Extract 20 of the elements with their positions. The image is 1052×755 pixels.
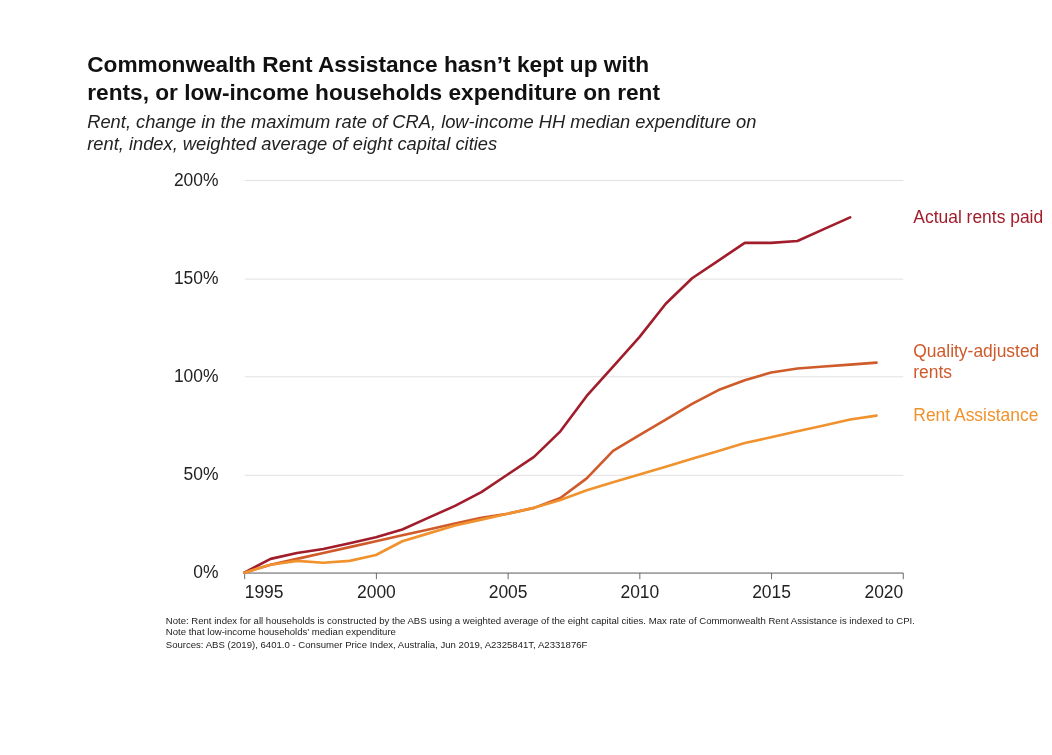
chart-title: Commonwealth Rent Assistance hasn’t kept up with rents, or low-income households expenditure on rent xyxy=(87,50,661,105)
x-tick-label: 2020 xyxy=(864,582,904,603)
line-series xyxy=(242,216,852,574)
source-note: Sources: ABS (2019), 6401.0 - Consumer Price Index, Australia, Jun 2019, A2325841T, A2331876F xyxy=(165,638,588,650)
chart-subtitle: Rent, change in the maximum rate of CRA, low-income HH median expenditure on rent, index, weighted average of eight capital cities xyxy=(87,110,757,155)
x-tick-label: 2010 xyxy=(620,582,660,603)
text: Rent Assistance xyxy=(913,404,1039,425)
line-series xyxy=(242,414,878,574)
y-tick-label: 100% xyxy=(173,366,219,387)
y-tick-label: 200% xyxy=(173,169,219,190)
text: Note: Rent index for all households is constructed by the ABS using a weighted average of the eight capital cities. Max rate of Commonwealth Rent Assistance is indexed to CPI. Note that low-income households’ median expenditure xyxy=(165,615,915,638)
text: Actual rents paid xyxy=(913,206,1044,227)
x-tick-label: 2005 xyxy=(488,582,528,603)
x-tick-label: 1995 xyxy=(244,582,284,603)
x-tick-label: 2015 xyxy=(752,582,791,603)
x-tick-label: 2000 xyxy=(357,582,397,603)
y-tick-label: 50% xyxy=(183,464,219,485)
text: Quality-adjusted rents xyxy=(913,341,1040,383)
y-tick-label: 0% xyxy=(193,562,219,583)
y-tick-label: 150% xyxy=(173,267,219,288)
